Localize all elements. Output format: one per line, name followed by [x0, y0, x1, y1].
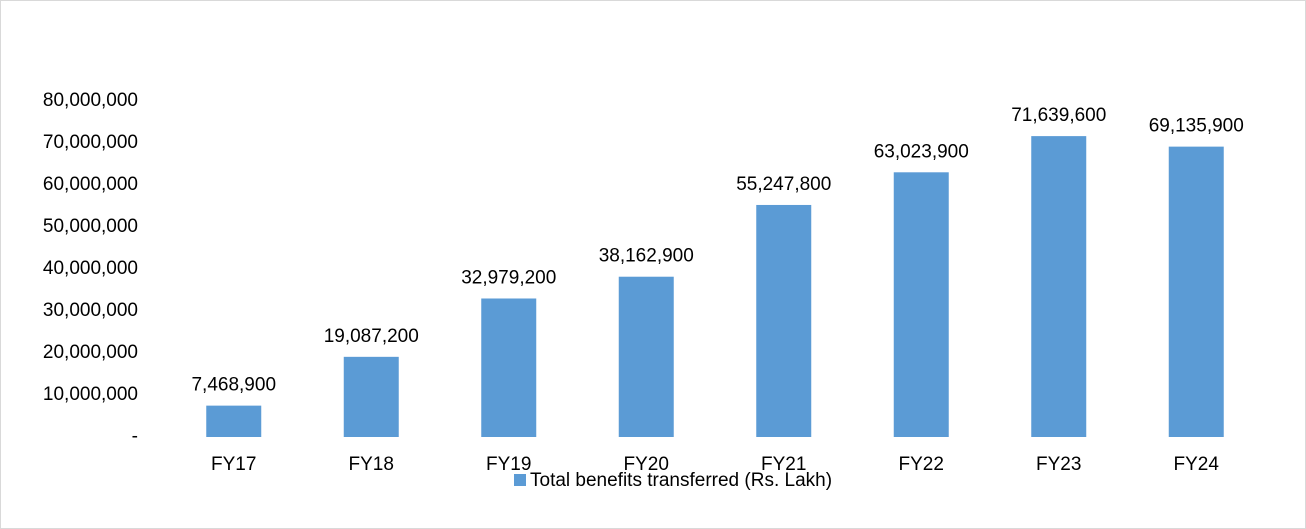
y-tick-label: 50,000,000	[43, 216, 138, 237]
x-tick-label: FY23	[1036, 454, 1081, 475]
bar	[206, 405, 262, 437]
bar	[343, 356, 399, 437]
y-tick-label: 30,000,000	[43, 300, 138, 321]
x-tick-label: FY22	[899, 454, 944, 475]
x-tick-label: FY24	[1174, 454, 1220, 475]
data-label: 55,247,800	[736, 174, 831, 195]
y-tick-label: 60,000,000	[43, 174, 138, 195]
data-label: 32,979,200	[461, 268, 556, 289]
bar	[756, 204, 812, 437]
y-tick-label: 70,000,000	[43, 132, 138, 153]
y-tick-label: 80,000,000	[43, 90, 138, 111]
legend-label: Total benefits transferred (Rs. Lakh)	[530, 470, 832, 491]
data-label: 63,023,900	[874, 141, 969, 162]
x-tick-label: FY17	[211, 454, 256, 475]
y-tick-label: 10,000,000	[43, 384, 138, 405]
x-tick-label: FY21	[761, 454, 806, 475]
y-tick-label: 40,000,000	[43, 258, 138, 279]
legend-swatch	[514, 474, 526, 486]
x-tick-label: FY18	[349, 454, 394, 475]
data-label: 71,639,600	[1011, 105, 1106, 126]
x-tick-label: FY20	[624, 454, 669, 475]
y-tick-label: -	[132, 426, 138, 447]
bar	[1031, 136, 1087, 437]
bar	[618, 276, 674, 437]
bar	[481, 298, 537, 437]
data-label: 69,135,900	[1149, 116, 1244, 137]
y-tick-label: 20,000,000	[43, 342, 138, 363]
data-label: 38,162,900	[599, 246, 694, 267]
x-tick-label: FY19	[486, 454, 531, 475]
data-label: 7,468,900	[191, 375, 276, 396]
bar	[893, 172, 949, 437]
bar	[1168, 146, 1224, 438]
data-label: 19,087,200	[324, 326, 419, 347]
